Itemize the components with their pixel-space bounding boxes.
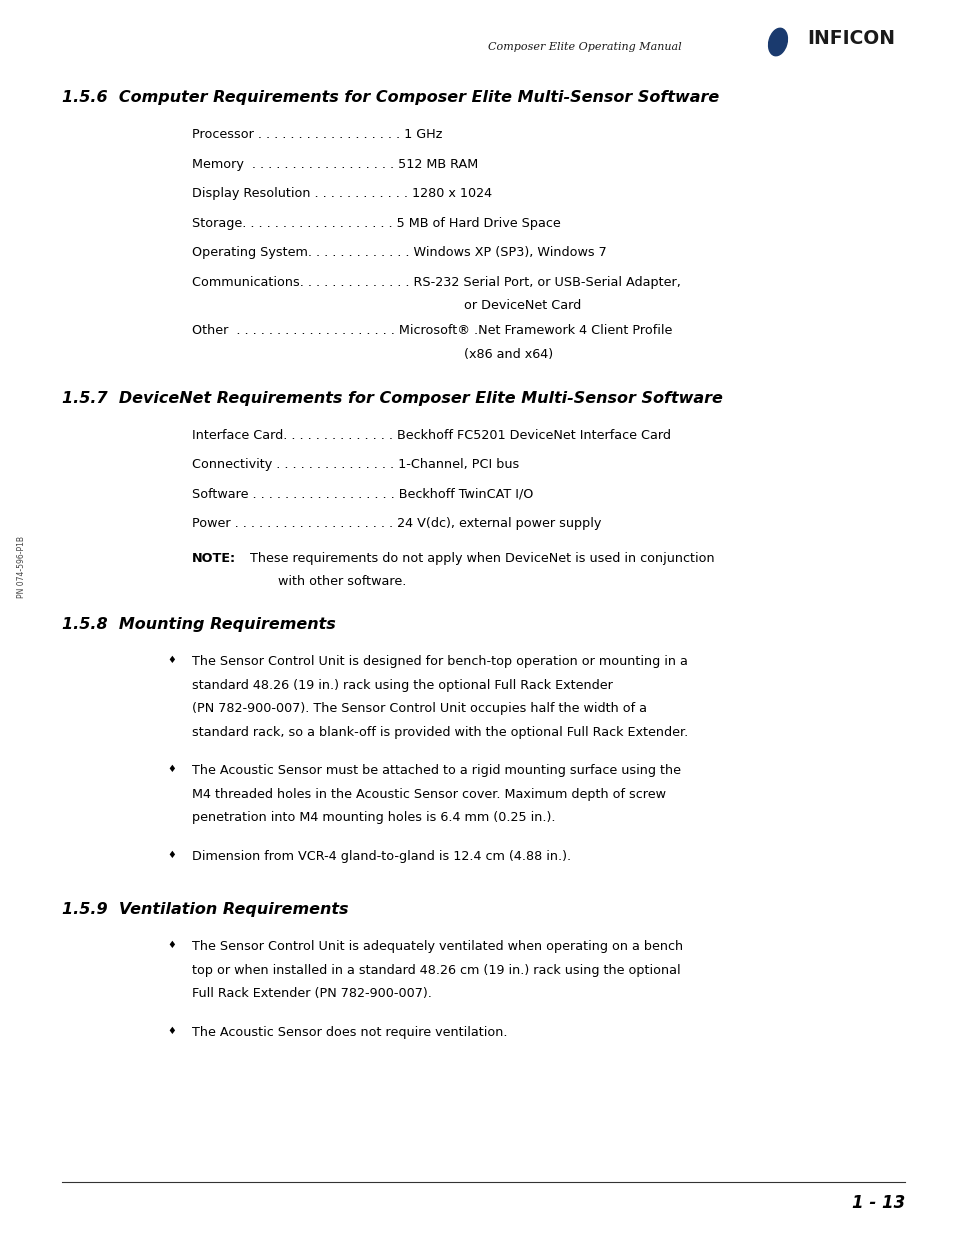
Text: ♦: ♦ [167, 1025, 175, 1036]
Text: The Sensor Control Unit is adequately ventilated when operating on a bench: The Sensor Control Unit is adequately ve… [192, 940, 682, 953]
Text: (x86 and x64): (x86 and x64) [463, 347, 553, 361]
Text: Communications. . . . . . . . . . . . . . RS-232 Serial Port, or USB-Serial Adap: Communications. . . . . . . . . . . . . … [192, 275, 680, 289]
Text: Software . . . . . . . . . . . . . . . . . . Beckhoff TwinCAT I/O: Software . . . . . . . . . . . . . . . .… [192, 488, 533, 500]
Text: Interface Card. . . . . . . . . . . . . . Beckhoff FC5201 DeviceNet Interface Ca: Interface Card. . . . . . . . . . . . . … [192, 429, 670, 442]
Text: or DeviceNet Card: or DeviceNet Card [463, 299, 580, 312]
Text: The Acoustic Sensor does not require ventilation.: The Acoustic Sensor does not require ven… [192, 1025, 507, 1039]
Text: (PN 782-900-007). The Sensor Control Unit occupies half the width of a: (PN 782-900-007). The Sensor Control Uni… [192, 703, 646, 715]
Text: These requirements do not apply when DeviceNet is used in conjunction: These requirements do not apply when Dev… [242, 552, 714, 564]
Text: Other  . . . . . . . . . . . . . . . . . . . . Microsoft® .Net Framework 4 Clien: Other . . . . . . . . . . . . . . . . . … [192, 324, 672, 337]
Text: 1 - 13: 1 - 13 [851, 1194, 904, 1212]
Text: penetration into M4 mounting holes is 6.4 mm (0.25 in.).: penetration into M4 mounting holes is 6.… [192, 811, 555, 824]
Text: standard rack, so a blank-off is provided with the optional Full Rack Extender.: standard rack, so a blank-off is provide… [192, 726, 687, 739]
Text: 1.5.6  Computer Requirements for Composer Elite Multi-Sensor Software: 1.5.6 Computer Requirements for Composer… [62, 90, 719, 105]
Text: INFICON: INFICON [806, 28, 894, 47]
Text: Storage. . . . . . . . . . . . . . . . . . . 5 MB of Hard Drive Space: Storage. . . . . . . . . . . . . . . . .… [192, 216, 560, 230]
Text: Composer Elite Operating Manual: Composer Elite Operating Manual [488, 42, 681, 52]
Text: ♦: ♦ [167, 940, 175, 950]
Text: The Sensor Control Unit is designed for bench-top operation or mounting in a: The Sensor Control Unit is designed for … [192, 655, 687, 668]
Text: Connectivity . . . . . . . . . . . . . . . 1-Channel, PCI bus: Connectivity . . . . . . . . . . . . . .… [192, 458, 518, 471]
Text: ♦: ♦ [167, 655, 175, 666]
Text: Power . . . . . . . . . . . . . . . . . . . . 24 V(dc), external power supply: Power . . . . . . . . . . . . . . . . . … [192, 517, 600, 530]
Text: 1.5.8  Mounting Requirements: 1.5.8 Mounting Requirements [62, 618, 335, 632]
Text: Full Rack Extender (PN 782-900-007).: Full Rack Extender (PN 782-900-007). [192, 987, 432, 1000]
Text: Display Resolution . . . . . . . . . . . . 1280 x 1024: Display Resolution . . . . . . . . . . .… [192, 186, 492, 200]
Text: NOTE:: NOTE: [192, 552, 236, 564]
Text: top or when installed in a standard 48.26 cm (19 in.) rack using the optional: top or when installed in a standard 48.2… [192, 963, 679, 977]
Text: The Acoustic Sensor must be attached to a rigid mounting surface using the: The Acoustic Sensor must be attached to … [192, 764, 680, 777]
Text: with other software.: with other software. [242, 576, 406, 588]
Text: standard 48.26 (19 in.) rack using the optional Full Rack Extender: standard 48.26 (19 in.) rack using the o… [192, 679, 612, 692]
Text: Operating System. . . . . . . . . . . . . Windows XP (SP3), Windows 7: Operating System. . . . . . . . . . . . … [192, 246, 606, 259]
Text: M4 threaded holes in the Acoustic Sensor cover. Maximum depth of screw: M4 threaded holes in the Acoustic Sensor… [192, 788, 665, 800]
Text: 1.5.9  Ventilation Requirements: 1.5.9 Ventilation Requirements [62, 902, 348, 918]
Ellipse shape [768, 28, 786, 56]
Text: ♦: ♦ [167, 850, 175, 860]
Text: Dimension from VCR-4 gland-to-gland is 12.4 cm (4.88 in.).: Dimension from VCR-4 gland-to-gland is 1… [192, 850, 571, 863]
Text: Processor . . . . . . . . . . . . . . . . . . 1 GHz: Processor . . . . . . . . . . . . . . . … [192, 128, 442, 141]
Text: PN 074-596-P1B: PN 074-596-P1B [17, 536, 27, 599]
Text: ♦: ♦ [167, 764, 175, 774]
Text: 1.5.7  DeviceNet Requirements for Composer Elite Multi-Sensor Software: 1.5.7 DeviceNet Requirements for Compose… [62, 390, 722, 405]
Text: Memory  . . . . . . . . . . . . . . . . . . 512 MB RAM: Memory . . . . . . . . . . . . . . . . .… [192, 158, 477, 170]
